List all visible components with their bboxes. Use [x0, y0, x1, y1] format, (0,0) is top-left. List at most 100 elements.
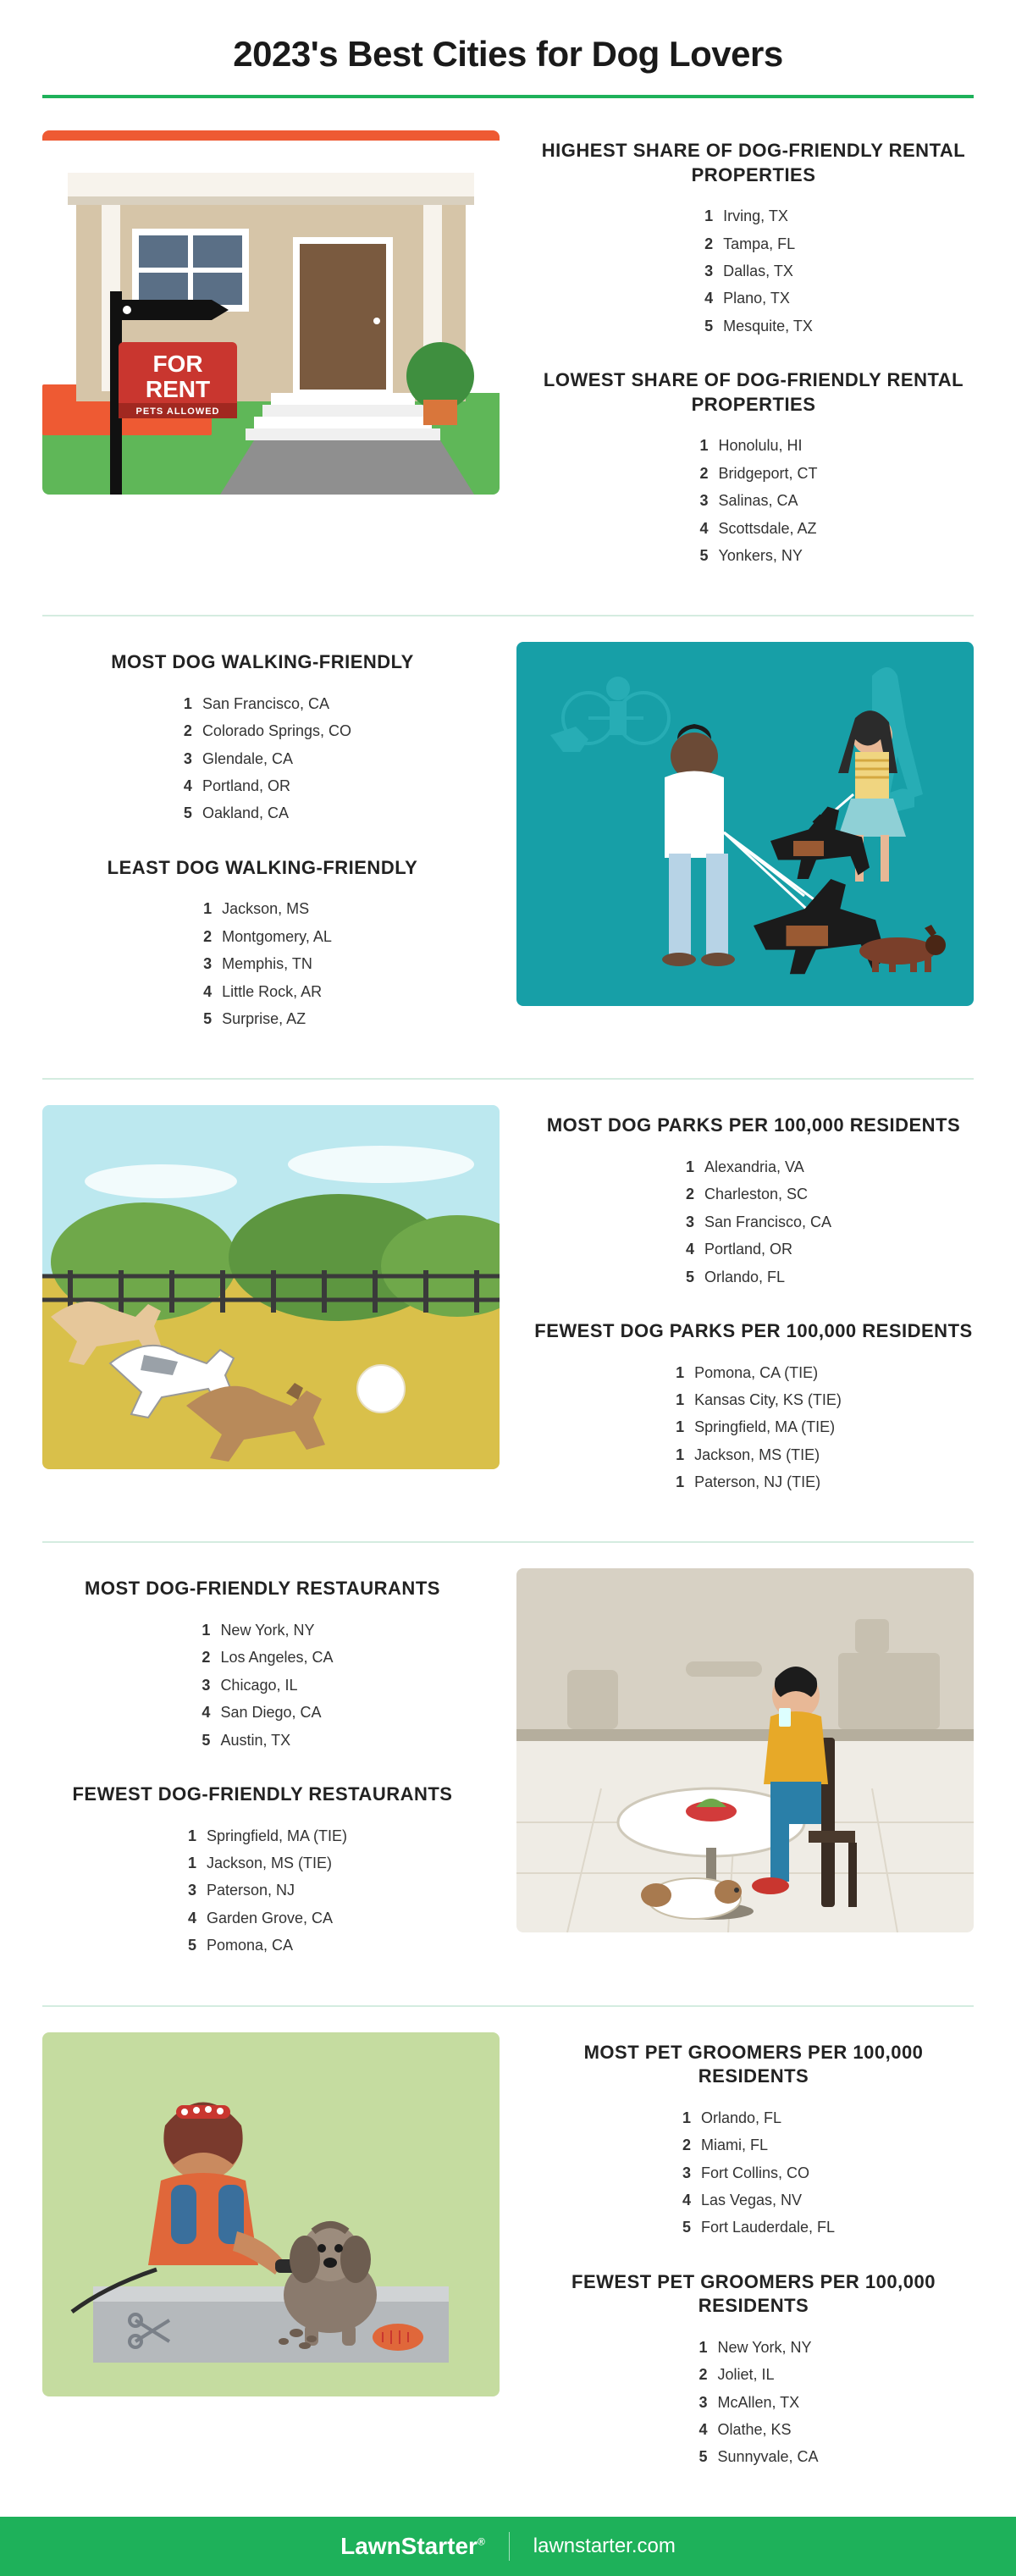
rank-number: 4: [694, 285, 713, 312]
rank-number: 1: [193, 895, 212, 922]
rank-label: Jackson, MS: [222, 900, 309, 917]
rank-label: San Diego, CA: [220, 1704, 321, 1721]
rank-row: 1New York, NY: [688, 2334, 818, 2361]
rank-number: 1: [174, 690, 192, 717]
rank-title: MOST DOG PARKS PER 100,000 RESIDENTS: [547, 1114, 960, 1138]
rank-row: 3 Paterson, NJ: [178, 1877, 347, 1904]
rank-number: 2: [694, 230, 713, 257]
rank-row: 1Jackson, MS (TIE): [665, 1441, 842, 1468]
restaurant-illustration: [516, 1568, 974, 1932]
rank-row: 5Austin, TX: [191, 1727, 333, 1754]
rank-row: 3Glendale, CA: [174, 745, 351, 772]
house-for-rent-illustration: [42, 130, 500, 495]
rank-number: 3: [676, 1208, 694, 1235]
content-column: MOST DOG PARKS PER 100,000 RESIDENTS 1 Ale…: [533, 1105, 974, 1516]
rank-list: 1Orlando, FL2Miami, FL3Fort Collins, CO4…: [672, 2104, 835, 2242]
rank-row: 2Charleston, SC: [676, 1180, 831, 1208]
rank-number: 5: [688, 2443, 707, 2470]
rank-list: 1Springfield, MA (TIE)1Jackson, MS (TIE)…: [178, 1822, 347, 1960]
dog-walking-illustration: [516, 642, 974, 1006]
rank-number: 4: [689, 515, 708, 542]
rank-row: 4Plano, TX: [694, 285, 813, 312]
rank-label: Orlando, FL: [701, 2109, 781, 2126]
rank-list: 1Pomona, CA (TIE)1Kansas City, KS (TIE)1…: [665, 1359, 842, 1496]
content-column: MOST DOG-FRIENDLY RESTAURANTS1New York, …: [42, 1568, 483, 1979]
rank-row: 3Memphis, TN: [193, 950, 332, 977]
rank-row: 1 Jackson, MS: [193, 895, 332, 922]
rank-label: Garden Grove, CA: [207, 1910, 333, 1926]
rank-row: 5Mesquite, TX: [694, 312, 813, 340]
rank-number: 1: [688, 2334, 707, 2361]
rank-row: 4Portland, OR: [676, 1235, 831, 1263]
rank-label: Los Angeles, CA: [220, 1649, 333, 1666]
rank-number: 4: [672, 2186, 691, 2214]
rank-label: McAllen, TX: [717, 2394, 799, 2411]
rank-label: Sunnyvale, CA: [717, 2448, 818, 2465]
content-column: HIGHEST SHARE OF DOG-FRIENDLY RENTAL PRO…: [533, 130, 974, 589]
rank-block: MOST PET GROOMERS PER 100,000 RESIDENTS1…: [533, 2041, 974, 2242]
rank-row: 4Little Rock, AR: [193, 978, 332, 1005]
rank-label: Mesquite, TX: [723, 318, 813, 334]
rank-label: Little Rock, AR: [222, 983, 322, 1000]
rank-label: San Francisco, CA: [202, 695, 329, 712]
rank-row: 4Las Vegas, NV: [672, 2186, 835, 2214]
rank-row: 4Garden Grove, CA: [178, 1904, 347, 1932]
rank-label: Portland, OR: [704, 1241, 792, 1258]
rank-row: 2 Bridgeport, CT: [689, 460, 817, 487]
rank-label: Chicago, IL: [220, 1677, 297, 1694]
page-title: 2023's Best Cities for Dog Lovers: [42, 34, 974, 95]
title-rule: [42, 95, 974, 98]
rank-title: MOST PET GROOMERS PER 100,000 RESIDENTS: [533, 2041, 974, 2089]
rank-title: HIGHEST SHARE OF DOG-FRIENDLY RENTAL PRO…: [533, 139, 974, 187]
rank-number: 5: [193, 1005, 212, 1032]
rank-title: MOST DOG WALKING-FRIENDLY: [111, 650, 414, 675]
rank-row: 3 Dallas, TX: [694, 257, 813, 285]
rank-label: Kansas City, KS (TIE): [694, 1391, 842, 1408]
rank-label: Scottsdale, AZ: [718, 520, 816, 537]
rank-number: 1: [665, 1386, 684, 1413]
rank-label: Bridgeport, CT: [718, 465, 817, 482]
rank-number: 4: [191, 1699, 210, 1726]
rank-number: 2: [672, 2131, 691, 2159]
rank-number: 2: [193, 923, 212, 950]
rank-number: 4: [688, 2416, 707, 2443]
rank-number: 3: [689, 487, 708, 514]
rank-label: Oakland, CA: [202, 804, 289, 821]
rank-row: 1 San Francisco, CA: [174, 690, 351, 717]
rank-label: Jackson, MS (TIE): [694, 1446, 820, 1463]
rank-label: Paterson, NJ: [207, 1882, 295, 1899]
rank-number: 3: [694, 257, 713, 285]
rank-number: 1: [191, 1617, 210, 1644]
rank-title: FEWEST DOG-FRIENDLY RESTAURANTS: [72, 1783, 452, 1807]
rank-number: 3: [191, 1672, 210, 1699]
rank-number: 3: [178, 1877, 196, 1904]
rank-block: FEWEST DOG-FRIENDLY RESTAURANTS 1Springfi…: [72, 1783, 452, 1960]
section-restaurants: MOST DOG-FRIENDLY RESTAURANTS1New York, …: [42, 1543, 974, 2006]
rank-label: Olathe, KS: [717, 2421, 791, 2438]
rank-number: 1: [676, 1153, 694, 1180]
rank-label: Dallas, TX: [723, 263, 793, 279]
rank-row: 5 Sunnyvale, CA: [688, 2443, 818, 2470]
footer-divider: [509, 2532, 510, 2561]
rank-row: 3McAllen, TX: [688, 2389, 818, 2416]
rank-label: Paterson, NJ (TIE): [694, 1473, 820, 1490]
rank-label: Springfield, MA (TIE): [694, 1418, 835, 1435]
rank-label: Yonkers, NY: [718, 547, 802, 564]
rank-row: 1Honolulu, HI: [689, 432, 817, 459]
section-rental: HIGHEST SHARE OF DOG-FRIENDLY RENTAL PRO…: [42, 105, 974, 616]
rank-label: Montgomery, AL: [222, 928, 332, 945]
rank-title: LEAST DOG WALKING-FRIENDLY: [108, 856, 418, 881]
rank-list: 1New York, NY2Joliet, IL3McAllen, TX4Ola…: [688, 2334, 818, 2471]
rank-number: 2: [689, 460, 708, 487]
rank-number: 2: [676, 1180, 694, 1208]
sections-container: HIGHEST SHARE OF DOG-FRIENDLY RENTAL PRO…: [42, 105, 974, 2517]
rank-row: 5Pomona, CA: [178, 1932, 347, 1959]
rank-label: Pomona, CA (TIE): [694, 1364, 818, 1381]
rank-block: FEWEST PET GROOMERS PER 100,000 RESIDENT…: [533, 2270, 974, 2471]
rank-list: 1Alexandria, VA2Charleston, SC3San Franc…: [676, 1153, 831, 1291]
rank-label: Orlando, FL: [704, 1269, 785, 1285]
rank-label: Alexandria, VA: [704, 1158, 804, 1175]
rank-list: 1New York, NY2Los Angeles, CA3Chicago, I…: [191, 1617, 333, 1754]
rank-label: Jackson, MS (TIE): [207, 1855, 332, 1871]
rank-row: 4 Olathe, KS: [688, 2416, 818, 2443]
